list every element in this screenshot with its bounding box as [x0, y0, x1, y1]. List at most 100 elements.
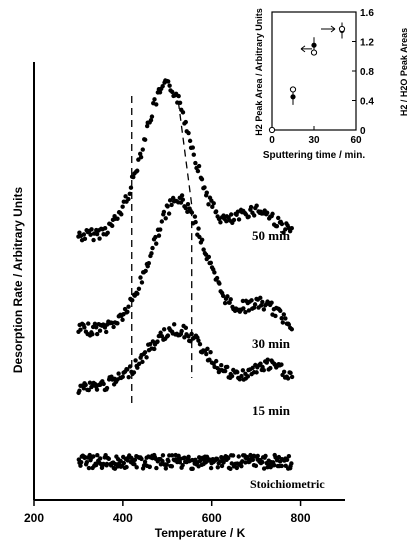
data-point — [109, 223, 115, 229]
data-point — [222, 300, 228, 306]
data-point — [124, 464, 129, 470]
data-point — [132, 457, 138, 463]
data-point — [252, 213, 257, 218]
data-point — [138, 275, 143, 280]
data-point — [97, 236, 102, 241]
data-point — [176, 93, 181, 99]
data-point — [142, 459, 148, 464]
data-point — [219, 363, 224, 368]
data-point — [193, 160, 198, 166]
data-point — [228, 297, 233, 302]
data-point — [138, 154, 144, 160]
series-3 — [76, 322, 295, 396]
data-point — [279, 316, 284, 321]
data-point — [186, 334, 191, 339]
inset-open-point — [268, 126, 276, 134]
data-point — [196, 338, 201, 343]
x-tick-label: 400 — [113, 511, 133, 525]
data-point — [105, 230, 110, 236]
data-point — [236, 454, 241, 459]
data-point — [154, 465, 159, 471]
data-point — [135, 291, 140, 296]
data-point — [87, 380, 93, 385]
data-point — [91, 237, 96, 243]
data-point — [206, 202, 211, 207]
data-point — [254, 370, 259, 375]
data-point — [102, 225, 108, 231]
data-point — [149, 114, 155, 119]
data-point — [190, 145, 195, 150]
data-point — [159, 333, 165, 339]
data-point — [171, 322, 177, 327]
data-point — [186, 454, 191, 460]
data-point — [197, 342, 203, 347]
data-point — [217, 281, 222, 286]
data-point — [253, 463, 259, 469]
data-point — [255, 453, 260, 459]
data-point — [197, 234, 202, 240]
data-point — [142, 137, 148, 142]
data-point — [279, 362, 284, 367]
data-point — [213, 209, 219, 214]
inset-y-tick-label: 1.6 — [360, 8, 374, 19]
inset-x-tick-label: 30 — [308, 135, 320, 146]
data-point — [127, 364, 133, 369]
data-point — [239, 463, 244, 469]
data-point — [247, 459, 252, 464]
data-point — [261, 466, 267, 471]
data-point — [270, 211, 275, 217]
data-point — [208, 465, 214, 471]
inset-x-tick-label: 0 — [269, 135, 275, 146]
data-point — [78, 459, 84, 465]
data-point — [94, 325, 99, 330]
inset-y-tick-label: 1.2 — [360, 38, 374, 49]
data-point — [82, 325, 87, 330]
data-point — [225, 364, 230, 370]
data-point — [77, 388, 82, 393]
inset-x-tick-label: 60 — [350, 135, 362, 146]
data-point — [126, 196, 131, 202]
data-point — [231, 217, 237, 223]
data-point — [272, 462, 277, 468]
data-point — [159, 219, 165, 224]
data-point — [180, 462, 185, 468]
data-point — [81, 232, 87, 237]
data-point — [191, 152, 196, 157]
data-point — [276, 454, 282, 460]
data-point — [134, 465, 139, 470]
data-point — [258, 361, 263, 366]
data-point — [260, 459, 265, 465]
data-point — [120, 204, 125, 209]
data-point — [240, 368, 246, 373]
data-point — [94, 387, 100, 392]
data-point — [279, 463, 284, 469]
data-point — [196, 163, 202, 169]
series-1 — [76, 78, 294, 243]
data-point — [147, 341, 153, 347]
data-point — [180, 110, 186, 115]
desorption-points — [76, 78, 295, 472]
data-point — [220, 293, 226, 299]
data-point — [94, 231, 100, 237]
data-point — [218, 220, 223, 225]
data-point — [214, 456, 220, 462]
data-point — [86, 387, 91, 393]
reference-line-peak-shift — [177, 101, 193, 378]
data-point — [246, 308, 252, 313]
data-point — [202, 185, 207, 190]
data-point — [167, 83, 172, 88]
data-point — [125, 309, 130, 314]
data-point — [140, 147, 145, 152]
data-point — [276, 215, 281, 221]
data-point — [230, 453, 236, 458]
inset-x-ticks: 0 30 60 — [269, 126, 362, 146]
inset-right-y-label: H2 / H2O Peak Areas — [399, 28, 409, 116]
data-point — [81, 386, 86, 391]
data-point — [199, 237, 205, 243]
data-point — [185, 201, 191, 207]
data-point — [163, 216, 168, 221]
main-x-axis-label: Temperature / K — [155, 526, 246, 540]
data-point — [212, 270, 217, 275]
x-tick-label: 600 — [202, 511, 222, 525]
